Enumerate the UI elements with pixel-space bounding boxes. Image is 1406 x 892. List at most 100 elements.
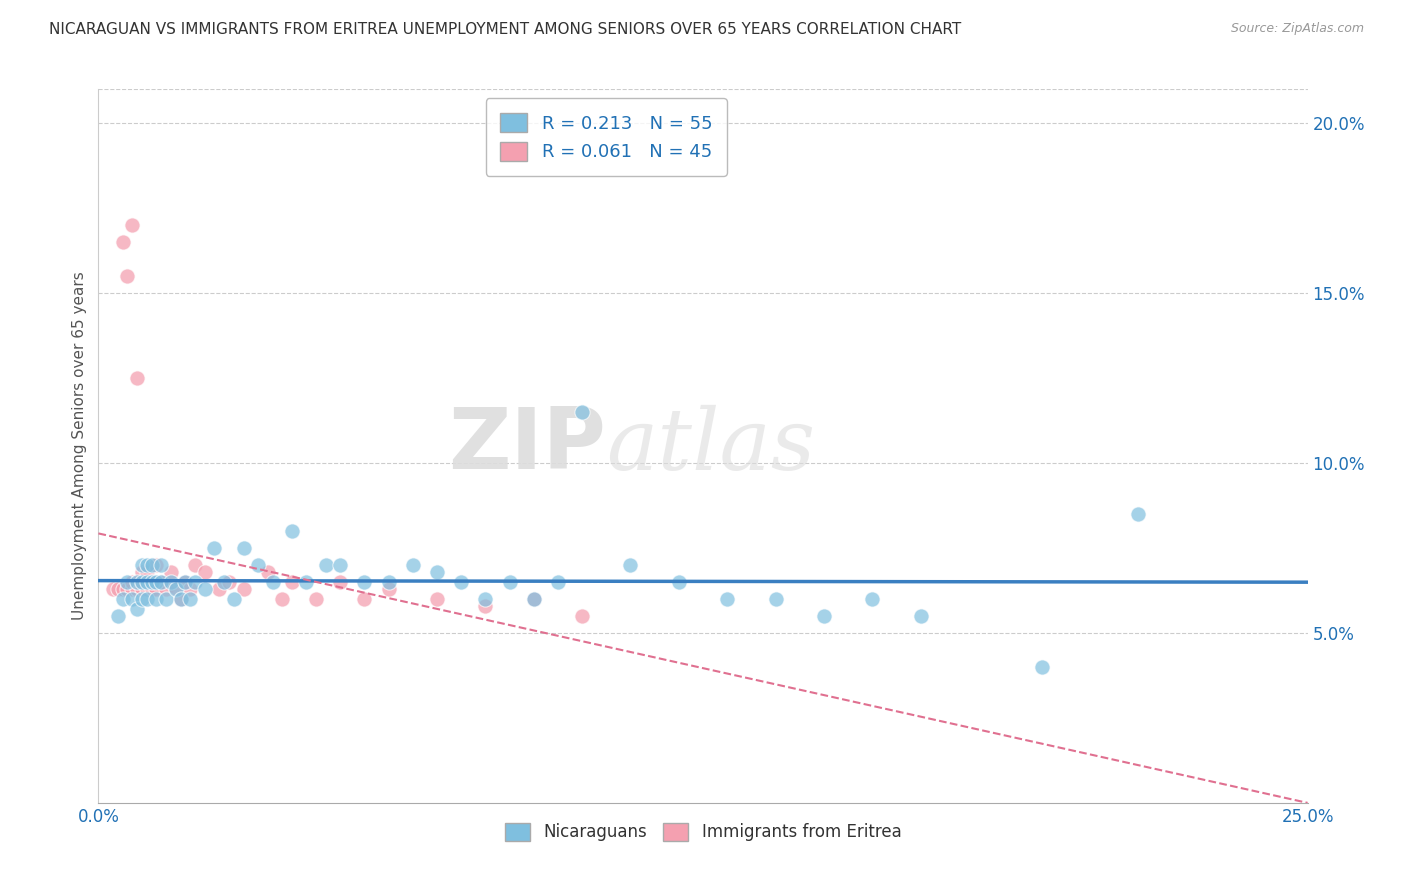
Point	[131, 558, 153, 572]
Point	[150, 558, 173, 572]
Point	[155, 582, 177, 596]
Point	[179, 582, 201, 596]
Point	[150, 574, 173, 589]
Point	[135, 574, 157, 589]
Point	[117, 574, 139, 589]
Point	[111, 582, 134, 596]
Point	[498, 574, 520, 589]
Point	[135, 558, 157, 572]
Point	[131, 591, 153, 606]
Point	[204, 541, 226, 555]
Point	[523, 591, 546, 606]
Point	[174, 574, 197, 589]
Point	[131, 565, 153, 579]
Point	[117, 269, 139, 284]
Point	[426, 565, 449, 579]
Y-axis label: Unemployment Among Seniors over 65 years: Unemployment Among Seniors over 65 years	[72, 272, 87, 620]
Point	[107, 582, 129, 596]
Text: NICARAGUAN VS IMMIGRANTS FROM ERITREA UNEMPLOYMENT AMONG SENIORS OVER 65 YEARS C: NICARAGUAN VS IMMIGRANTS FROM ERITREA UN…	[49, 22, 962, 37]
Point	[169, 591, 191, 606]
Point	[169, 591, 191, 606]
Point	[131, 574, 153, 589]
Point	[127, 574, 149, 589]
Text: Source: ZipAtlas.com: Source: ZipAtlas.com	[1230, 22, 1364, 36]
Point	[145, 582, 167, 596]
Point	[141, 582, 163, 596]
Point	[117, 582, 139, 596]
Point	[353, 591, 375, 606]
Text: ZIP: ZIP	[449, 404, 606, 488]
Legend: Nicaraguans, Immigrants from Eritrea: Nicaraguans, Immigrants from Eritrea	[498, 816, 908, 848]
Point	[208, 582, 231, 596]
Point	[141, 574, 163, 589]
Point	[145, 558, 167, 572]
Point	[107, 608, 129, 623]
Point	[135, 574, 157, 589]
Point	[127, 582, 149, 596]
Point	[571, 405, 593, 419]
Point	[765, 591, 787, 606]
Point	[111, 235, 134, 249]
Point	[813, 608, 835, 623]
Point	[121, 218, 143, 232]
Point	[426, 591, 449, 606]
Point	[523, 591, 546, 606]
Point	[111, 591, 134, 606]
Point	[184, 558, 207, 572]
Point	[281, 574, 304, 589]
Point	[668, 574, 690, 589]
Point	[165, 582, 187, 596]
Point	[353, 574, 375, 589]
Point	[174, 574, 197, 589]
Point	[474, 591, 496, 606]
Point	[145, 591, 167, 606]
Point	[155, 591, 177, 606]
Point	[232, 541, 254, 555]
Point	[1031, 660, 1053, 674]
Point	[450, 574, 472, 589]
Point	[141, 558, 163, 572]
Point	[121, 574, 143, 589]
Point	[232, 582, 254, 596]
Point	[329, 574, 352, 589]
Point	[135, 591, 157, 606]
Point	[131, 574, 153, 589]
Point	[474, 599, 496, 613]
Point	[160, 574, 183, 589]
Point	[247, 558, 270, 572]
Point	[377, 582, 399, 596]
Point	[184, 574, 207, 589]
Point	[145, 574, 167, 589]
Point	[256, 565, 278, 579]
Point	[281, 524, 304, 538]
Point	[212, 574, 235, 589]
Point	[218, 574, 240, 589]
Text: atlas: atlas	[606, 405, 815, 487]
Point	[329, 558, 352, 572]
Point	[315, 558, 337, 572]
Point	[127, 602, 149, 616]
Point	[127, 371, 149, 385]
Point	[402, 558, 425, 572]
Point	[121, 591, 143, 606]
Point	[179, 591, 201, 606]
Point	[377, 574, 399, 589]
Point	[271, 591, 294, 606]
Point	[860, 591, 883, 606]
Point	[305, 591, 328, 606]
Point	[131, 582, 153, 596]
Point	[150, 574, 173, 589]
Point	[910, 608, 932, 623]
Point	[135, 565, 157, 579]
Point	[101, 582, 124, 596]
Point	[160, 565, 183, 579]
Point	[194, 582, 217, 596]
Point	[194, 565, 217, 579]
Point	[222, 591, 245, 606]
Point	[619, 558, 641, 572]
Point	[121, 582, 143, 596]
Point	[1128, 507, 1150, 521]
Point	[141, 574, 163, 589]
Point	[716, 591, 738, 606]
Point	[262, 574, 284, 589]
